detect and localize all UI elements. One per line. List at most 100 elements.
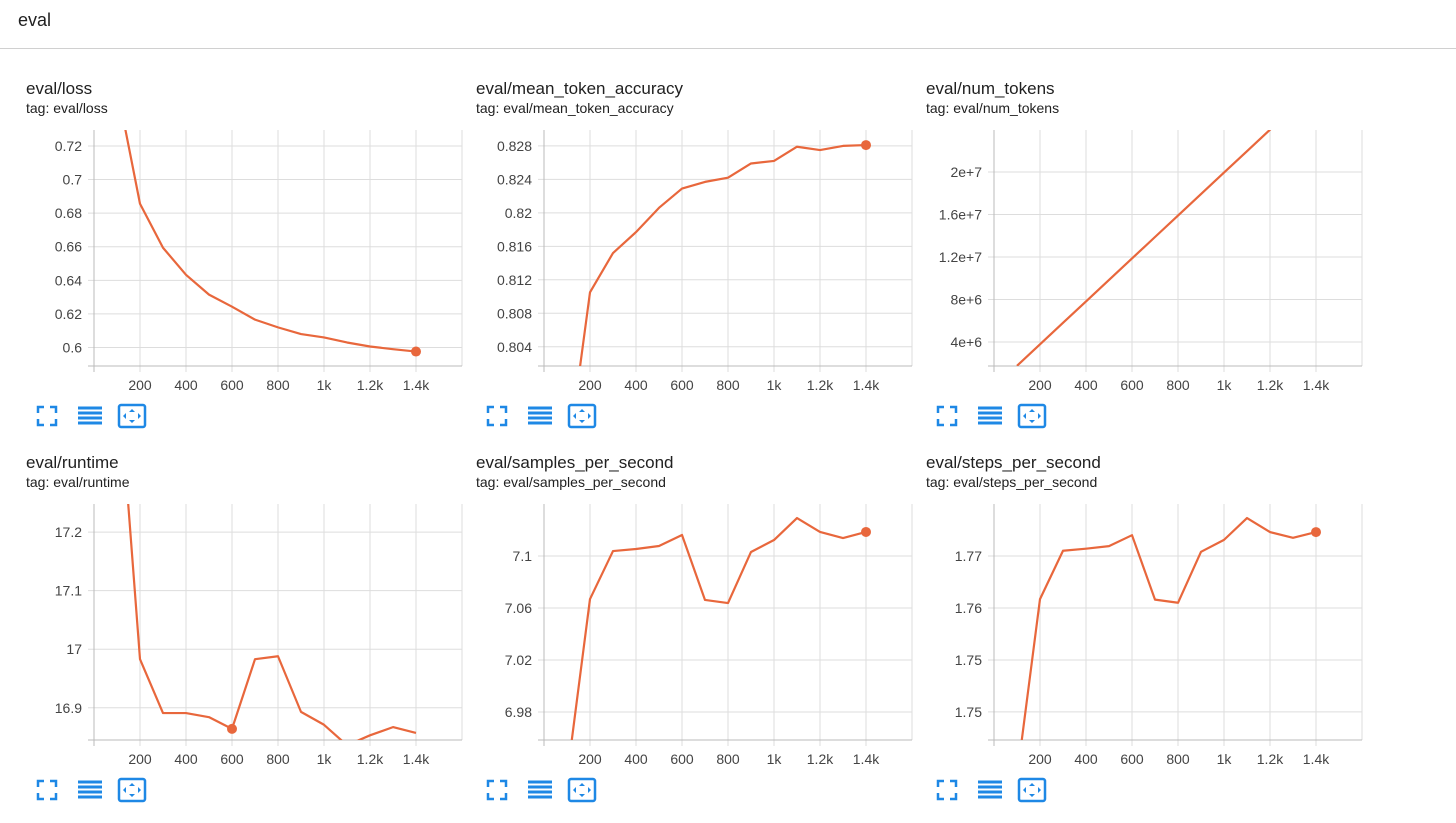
fit-domain-button[interactable] bbox=[1017, 777, 1047, 803]
x-tick-label: 400 bbox=[1074, 751, 1098, 767]
y-tick-label: 0.808 bbox=[497, 305, 532, 321]
y-tick-label: 4e+6 bbox=[950, 334, 982, 350]
fit-domain-button[interactable] bbox=[567, 777, 597, 803]
x-tick-label: 1.4k bbox=[403, 751, 430, 767]
fullscreen-icon bbox=[36, 779, 58, 801]
list-icon-bar bbox=[78, 416, 102, 420]
y-tick-label: 17 bbox=[66, 641, 82, 657]
list-icon-bar bbox=[528, 406, 552, 410]
list-icon-bar bbox=[528, 790, 552, 794]
fit-domain-button[interactable] bbox=[117, 403, 147, 429]
fit-icon-frame bbox=[117, 403, 147, 429]
fullscreen-button[interactable] bbox=[486, 779, 508, 801]
y-tick-label: 1.75 bbox=[955, 652, 982, 668]
fit-icon-frame bbox=[117, 777, 147, 803]
fit-domain-button[interactable] bbox=[1017, 403, 1047, 429]
toggle-log-button[interactable] bbox=[978, 780, 1002, 799]
x-tick-label: 1k bbox=[767, 751, 783, 767]
chart-tag: tag: eval/loss bbox=[26, 100, 108, 116]
x-tick-label: 1.2k bbox=[807, 377, 834, 393]
x-tick-label: 200 bbox=[128, 751, 152, 767]
data-line bbox=[1016, 130, 1272, 366]
fullscreen-button[interactable] bbox=[36, 779, 58, 801]
list-icon-bar bbox=[78, 785, 102, 789]
y-tick-label: 17.2 bbox=[55, 524, 82, 540]
x-tick-label: 1.2k bbox=[1257, 377, 1284, 393]
fit-icon-frame bbox=[1017, 777, 1047, 803]
chart-panel: eval/loss tag: eval/loss 200 400 600 800 1k 1.2… bbox=[26, 79, 463, 429]
fullscreen-icon bbox=[486, 405, 508, 427]
fullscreen-button[interactable] bbox=[486, 405, 508, 427]
list-icon-bar bbox=[528, 411, 552, 415]
y-tick-label: 0.82 bbox=[505, 205, 532, 221]
toggle-log-button[interactable] bbox=[978, 406, 1002, 425]
toggle-log-button[interactable] bbox=[78, 406, 102, 425]
y-tick-label: 0.804 bbox=[497, 339, 532, 355]
list-icon-bar bbox=[78, 421, 102, 425]
fullscreen-icon bbox=[486, 779, 508, 801]
chart-tag: tag: eval/mean_token_accuracy bbox=[476, 100, 674, 116]
x-tick-label: 400 bbox=[1074, 377, 1098, 393]
fit-domain-button[interactable] bbox=[567, 403, 597, 429]
chart-title: eval/runtime bbox=[26, 453, 119, 472]
data-line bbox=[124, 130, 417, 353]
fullscreen-button[interactable] bbox=[936, 405, 958, 427]
x-tick-label: 400 bbox=[624, 751, 648, 767]
x-tick-label: 1.4k bbox=[1303, 751, 1330, 767]
y-tick-label: 7.02 bbox=[505, 652, 532, 668]
x-tick-label: 400 bbox=[174, 751, 198, 767]
y-tick-label: 0.6 bbox=[63, 340, 83, 356]
highlight-point bbox=[1311, 527, 1321, 538]
chart-panel: eval/num_tokens tag: eval/num_tokens 200 40… bbox=[926, 79, 1363, 429]
x-tick-label: 400 bbox=[174, 377, 198, 393]
y-tick-label: 7.06 bbox=[505, 600, 532, 616]
x-tick-label: 1.2k bbox=[1257, 751, 1284, 767]
x-tick-label: 1.4k bbox=[853, 377, 880, 393]
x-tick-label: 600 bbox=[220, 751, 244, 767]
fullscreen-icon bbox=[936, 779, 958, 801]
x-tick-label: 400 bbox=[624, 377, 648, 393]
fit-icon-arrows bbox=[573, 783, 591, 797]
chart-panel: eval/samples_per_second tag: eval/samples… bbox=[476, 453, 913, 803]
x-tick-label: 1k bbox=[317, 377, 333, 393]
fit-domain-button[interactable] bbox=[117, 777, 147, 803]
fullscreen-icon bbox=[936, 405, 958, 427]
x-tick-label: 800 bbox=[716, 751, 740, 767]
data-line bbox=[570, 516, 867, 740]
x-tick-label: 200 bbox=[578, 751, 602, 767]
chart-panel: eval/runtime tag: eval/runtime 200 400 600 80… bbox=[26, 453, 463, 803]
x-tick-label: 200 bbox=[128, 377, 152, 393]
list-icon-bar bbox=[528, 421, 552, 425]
x-tick-label: 200 bbox=[1028, 377, 1052, 393]
x-tick-label: 1k bbox=[317, 751, 333, 767]
chart-panel: eval/mean_token_accuracy tag: eval/mean_t… bbox=[476, 79, 913, 429]
fit-icon-frame bbox=[567, 777, 597, 803]
x-tick-label: 600 bbox=[670, 751, 694, 767]
x-tick-label: 600 bbox=[1120, 377, 1144, 393]
list-icon-bar bbox=[528, 795, 552, 799]
toggle-log-button[interactable] bbox=[78, 780, 102, 799]
list-icon-bar bbox=[528, 780, 552, 784]
data-line bbox=[1020, 516, 1317, 740]
data-line bbox=[127, 504, 417, 740]
y-tick-label: 0.828 bbox=[497, 138, 532, 154]
list-icon-bar bbox=[978, 421, 1002, 425]
highlight-point bbox=[227, 723, 237, 734]
x-tick-label: 200 bbox=[578, 377, 602, 393]
fit-icon-arrows bbox=[1023, 409, 1041, 423]
section-title: eval bbox=[18, 10, 51, 30]
list-icon-bar bbox=[978, 785, 1002, 789]
fullscreen-button[interactable] bbox=[36, 405, 58, 427]
x-tick-label: 1k bbox=[767, 377, 783, 393]
toggle-log-button[interactable] bbox=[528, 406, 552, 425]
fullscreen-button[interactable] bbox=[936, 779, 958, 801]
y-tick-label: 0.64 bbox=[55, 272, 82, 288]
y-tick-label: 1.2e+7 bbox=[939, 249, 982, 265]
fit-icon-frame bbox=[1017, 403, 1047, 429]
chart-title: eval/mean_token_accuracy bbox=[476, 79, 683, 98]
x-tick-label: 800 bbox=[266, 377, 290, 393]
y-tick-label: 0.812 bbox=[497, 272, 532, 288]
y-tick-label: 0.816 bbox=[497, 238, 532, 254]
toggle-log-button[interactable] bbox=[528, 780, 552, 799]
